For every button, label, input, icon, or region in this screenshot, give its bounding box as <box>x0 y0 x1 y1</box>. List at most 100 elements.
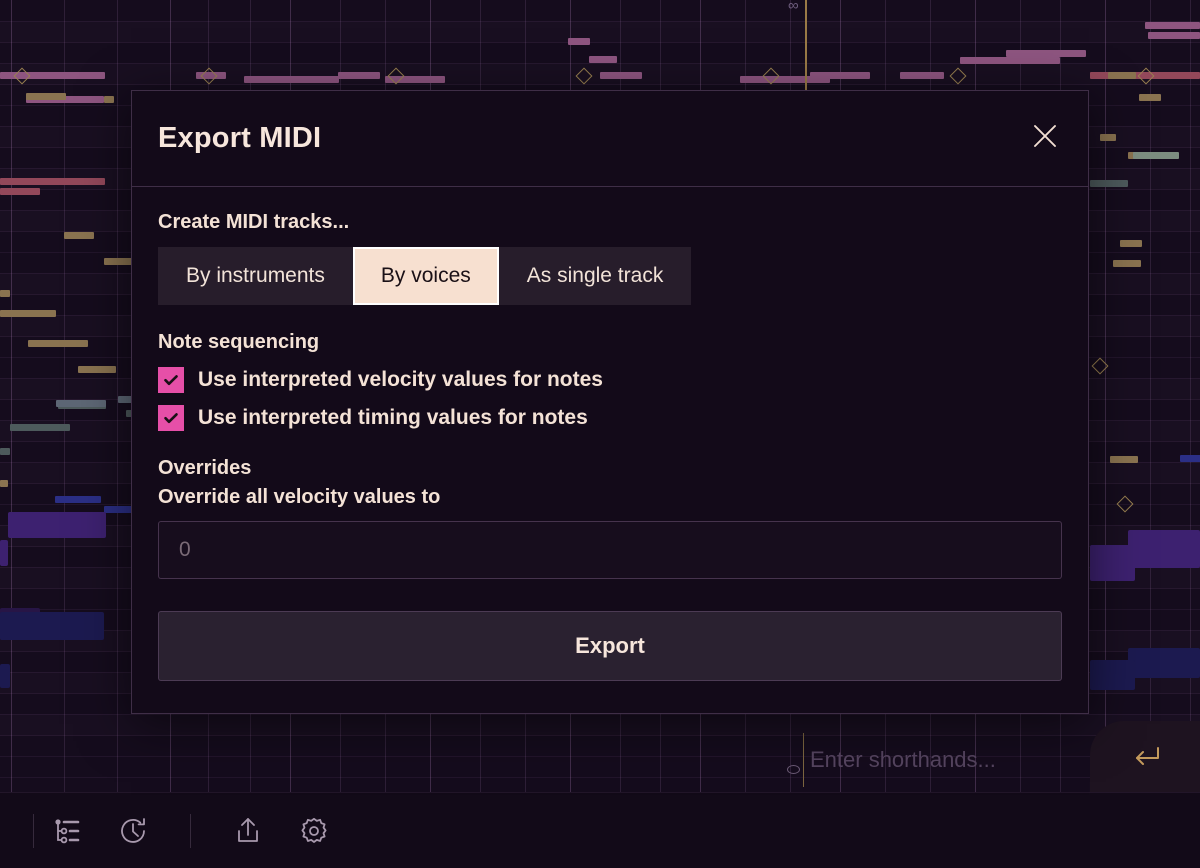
dialog-body: Create MIDI tracks... By instruments By … <box>132 187 1088 713</box>
piano-roll-note[interactable] <box>1133 152 1179 159</box>
piano-roll-note[interactable] <box>338 72 380 79</box>
piano-roll-block-note[interactable] <box>1090 545 1135 581</box>
piano-roll-block-note[interactable] <box>0 664 10 688</box>
piano-roll-note[interactable] <box>1100 134 1116 141</box>
overrides-heading: Overrides <box>158 457 252 479</box>
dialog-title: Export MIDI <box>158 122 322 154</box>
piano-roll-row <box>0 63 1200 85</box>
piano-roll-note[interactable] <box>196 72 226 79</box>
piano-roll-row <box>0 714 1200 736</box>
checkbox-row-velocity[interactable]: Use interpreted velocity values for note… <box>158 367 1062 393</box>
piano-roll-column <box>117 0 118 792</box>
toolbar-divider-mid <box>190 813 191 848</box>
note-sequencing-label: Note sequencing <box>158 331 320 353</box>
piano-roll-note[interactable] <box>1090 180 1128 187</box>
piano-roll-note[interactable] <box>104 258 132 265</box>
note-ellipse-marker <box>787 765 800 774</box>
piano-roll-row <box>0 735 1200 757</box>
piano-roll-note[interactable] <box>0 178 105 185</box>
enter-return-button[interactable] <box>1090 721 1200 793</box>
piano-roll-note[interactable] <box>78 366 116 373</box>
piano-roll-note[interactable] <box>900 72 944 79</box>
shorthand-input[interactable]: Enter shorthands... <box>810 733 1090 787</box>
piano-roll-note[interactable] <box>26 93 66 100</box>
piano-roll-note[interactable] <box>0 72 105 79</box>
checkbox-label-timing: Use interpreted timing values for notes <box>198 406 588 429</box>
piano-roll-block-note[interactable] <box>1128 530 1200 568</box>
piano-roll-row <box>0 0 1200 22</box>
piano-roll-note[interactable] <box>568 38 590 45</box>
piano-roll-note[interactable] <box>960 57 1060 64</box>
piano-roll-note[interactable] <box>10 424 70 431</box>
checkbox-checked-icon[interactable] <box>158 367 184 393</box>
piano-roll-column <box>1105 0 1106 792</box>
export-icon-button[interactable] <box>215 798 281 864</box>
piano-roll-note[interactable] <box>244 76 339 83</box>
piano-roll-note[interactable] <box>1108 72 1136 79</box>
piano-roll-note[interactable] <box>104 506 134 513</box>
close-icon-button[interactable] <box>1028 122 1062 156</box>
piano-roll-note[interactable] <box>1006 50 1086 57</box>
override-field-label: Override all velocity values to <box>158 486 441 508</box>
piano-roll-note[interactable] <box>0 448 10 455</box>
settings-gear-icon-button[interactable] <box>281 798 347 864</box>
piano-roll-column <box>1150 0 1151 792</box>
piano-roll-block-note[interactable] <box>8 512 106 538</box>
piano-roll-note[interactable] <box>1120 240 1142 247</box>
structure-icon <box>52 816 82 846</box>
piano-roll-column <box>1190 0 1191 792</box>
piano-roll-note[interactable] <box>0 290 10 297</box>
piano-roll-note[interactable] <box>1180 455 1200 462</box>
export-button[interactable]: Export <box>158 611 1062 681</box>
piano-roll-note[interactable] <box>810 72 870 79</box>
piano-roll-block-note[interactable] <box>0 612 104 640</box>
piano-roll-note[interactable] <box>740 76 830 83</box>
piano-roll-note[interactable] <box>56 400 106 407</box>
piano-roll-note[interactable] <box>1145 22 1200 29</box>
piano-roll-note[interactable] <box>64 232 94 239</box>
piano-roll-row <box>0 42 1200 64</box>
piano-roll-note[interactable] <box>0 188 40 195</box>
create-tracks-label: Create MIDI tracks... <box>158 211 350 233</box>
piano-roll-note[interactable] <box>385 76 445 83</box>
piano-roll-note[interactable] <box>1139 94 1161 101</box>
piano-roll-note[interactable] <box>0 310 56 317</box>
piano-roll-column <box>64 0 65 792</box>
piano-roll-column <box>11 0 12 792</box>
piano-roll-note[interactable] <box>0 480 8 487</box>
close-icon <box>1032 123 1058 154</box>
bottom-toolbar <box>0 792 1200 868</box>
override-velocity-input[interactable] <box>158 521 1062 579</box>
checkbox-row-timing[interactable]: Use interpreted timing values for notes <box>158 405 1062 431</box>
piano-roll-note[interactable] <box>1110 456 1138 463</box>
piano-roll-note[interactable] <box>589 56 617 63</box>
track-mode-option-1[interactable]: By voices <box>352 247 499 305</box>
structure-icon-button[interactable] <box>34 798 100 864</box>
infinity-marker: ∞ <box>788 0 799 14</box>
history-icon-button[interactable] <box>100 798 166 864</box>
piano-roll-note[interactable] <box>55 496 101 503</box>
piano-roll-note[interactable] <box>28 340 88 347</box>
track-mode-option-0[interactable]: By instruments <box>186 264 325 287</box>
piano-roll-block-note[interactable] <box>0 540 8 566</box>
toolbar-divider-left <box>33 813 34 848</box>
track-mode-segmented-control[interactable]: By instruments By voices As single track <box>158 247 692 305</box>
playhead[interactable] <box>805 0 807 95</box>
piano-roll-note[interactable] <box>1113 260 1141 267</box>
piano-roll-row <box>0 693 1200 715</box>
history-icon <box>118 816 148 846</box>
piano-roll-note[interactable] <box>1090 72 1200 79</box>
piano-roll-note[interactable] <box>600 72 642 79</box>
checkbox-checked-icon-2[interactable] <box>158 405 184 431</box>
track-mode-option-2[interactable]: As single track <box>526 264 664 287</box>
export-midi-dialog: Export MIDI Create MIDI tracks... By ins… <box>131 90 1089 714</box>
piano-roll-block-note[interactable] <box>1128 648 1200 678</box>
piano-roll-row <box>0 21 1200 43</box>
piano-roll-note[interactable] <box>104 96 114 103</box>
dialog-header: Export MIDI <box>132 91 1088 187</box>
piano-roll-note[interactable] <box>1148 32 1200 39</box>
piano-roll-block-note[interactable] <box>1090 660 1135 690</box>
piano-roll-row <box>0 756 1200 778</box>
export-icon <box>233 816 263 846</box>
